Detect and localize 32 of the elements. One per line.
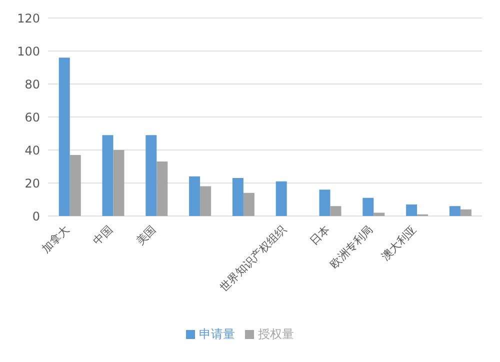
bar xyxy=(58,58,70,216)
bar xyxy=(460,209,472,216)
x-tick-label: 澳大利亚 xyxy=(378,222,420,264)
x-tick-label: 加拿大 xyxy=(39,222,72,256)
legend-label: 申请量 xyxy=(199,327,235,341)
bar xyxy=(113,150,124,216)
y-tick-label: 60 xyxy=(24,110,40,124)
bar xyxy=(232,178,244,216)
bar xyxy=(156,162,168,216)
bar xyxy=(189,176,200,216)
y-tick-label: 0 xyxy=(32,209,40,224)
y-tick-label: 20 xyxy=(24,176,40,190)
bar xyxy=(330,206,342,216)
bar xyxy=(449,206,460,216)
bar xyxy=(200,186,212,216)
bar xyxy=(276,181,287,216)
bar xyxy=(374,212,385,216)
bar xyxy=(70,154,81,216)
bar xyxy=(362,198,374,216)
x-tick-label: 美国 xyxy=(134,222,159,248)
y-tick-label: 40 xyxy=(24,143,40,158)
bar xyxy=(102,135,114,216)
bar xyxy=(146,135,157,216)
y-tick-label: 120 xyxy=(17,11,40,26)
x-tick-label: 中国 xyxy=(90,222,116,248)
y-tick-label: 80 xyxy=(24,77,40,92)
bar xyxy=(243,192,254,216)
bar xyxy=(319,190,330,216)
x-tick-label: 世界知识产权组织 xyxy=(217,222,289,294)
bar xyxy=(406,204,418,216)
y-tick-label: 100 xyxy=(17,44,40,58)
legend-label: 授权量 xyxy=(258,327,294,341)
